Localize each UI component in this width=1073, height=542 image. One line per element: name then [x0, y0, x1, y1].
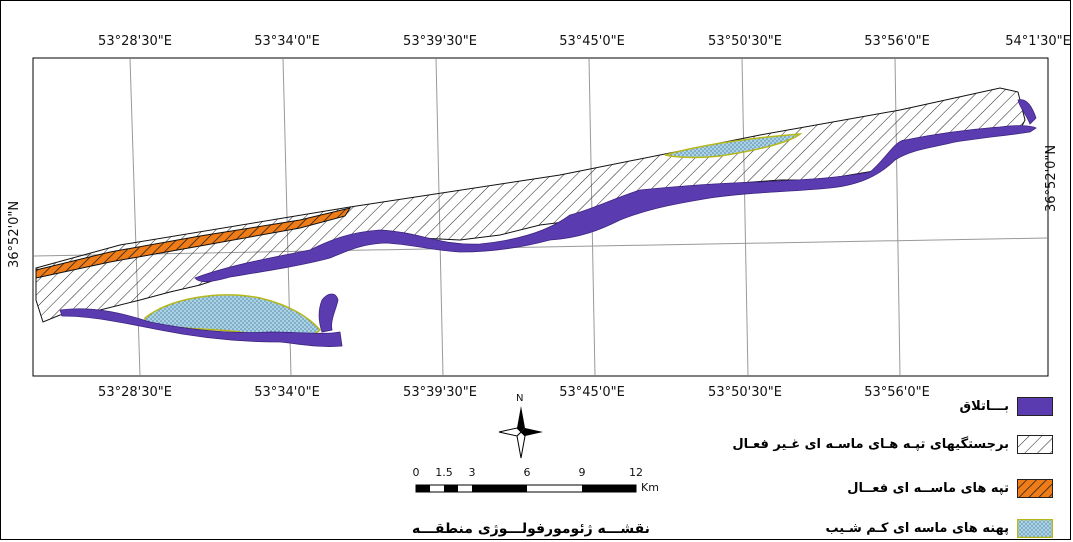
legend-item-inactive-dunes: برجستگیهای تپـه هـای ماسـه ای غـیر فعـال [732, 432, 1053, 456]
scalebar-tick-label: 1.5 [435, 466, 453, 479]
top-coord-label: 53°39'30"E [403, 34, 477, 49]
marsh-belt [194, 125, 1037, 283]
low-slope-sand-flat-east [664, 133, 803, 159]
bottom-coord-label: 53°45'0"E [559, 385, 625, 400]
active-dunes-strip [35, 207, 352, 279]
low-slope-sand-flat-west [144, 294, 322, 338]
marsh-swatch [1017, 396, 1053, 416]
bottom-coord-label: 53°34'0"E [254, 385, 320, 400]
marsh-southwest [59, 308, 343, 347]
scale-bar [415, 484, 637, 493]
scalebar-tick-label: 12 [629, 466, 643, 479]
scalebar-tick-label: 3 [468, 466, 476, 479]
legend-item-active-dunes: تپه های ماســه ای فعــال [847, 476, 1053, 500]
north-arrow [498, 406, 543, 459]
inactive-dunes-area [35, 87, 1026, 323]
bottom-coord-label: 53°50'30"E [708, 385, 782, 400]
scalebar-unit: Km [641, 481, 659, 494]
legend-item-low-slope-sand: پهنه های ماسه ای کـم شـیب [825, 516, 1053, 540]
top-coord-label: 53°45'0"E [559, 34, 625, 49]
top-coord-label: 53°34'0"E [254, 34, 320, 49]
bottom-coord-label: 53°39'30"E [403, 385, 477, 400]
scalebar-tick-label: 0 [412, 466, 420, 479]
bottom-coord-label: 53°28'30"E [98, 385, 172, 400]
low-slope-sand-swatch [1017, 518, 1053, 538]
legend-label: برجستگیهای تپـه هـای ماسـه ای غـیر فعـال [732, 436, 1009, 452]
map-title: نقشـــه ژئومورفولـــوژی منطقـــه [412, 521, 650, 537]
top-coord-label: 53°50'30"E [708, 34, 782, 49]
top-coord-label: 53°28'30"E [98, 34, 172, 49]
north-arrow-label: N [516, 393, 524, 404]
legend-item-marsh: بـــاتلاق [960, 394, 1053, 418]
scalebar-tick-label: 6 [523, 466, 531, 479]
legend-label: پهنه های ماسه ای کـم شـیب [825, 520, 1009, 536]
inactive-dunes-swatch [1017, 434, 1053, 454]
map-data-frame [32, 57, 1049, 377]
legend-label: تپه های ماســه ای فعــال [847, 480, 1009, 496]
marsh-east-tip [1017, 99, 1037, 125]
top-coord-label: 53°56'0"E [864, 34, 930, 49]
active-dunes-swatch [1017, 478, 1053, 498]
bottom-coord-label: 53°56'0"E [864, 385, 930, 400]
top-coord-label: 54°1'30"E [1005, 34, 1071, 49]
scalebar-tick-label: 9 [578, 466, 586, 479]
legend-label: بـــاتلاق [959, 398, 1009, 414]
marsh-hook [318, 293, 339, 333]
